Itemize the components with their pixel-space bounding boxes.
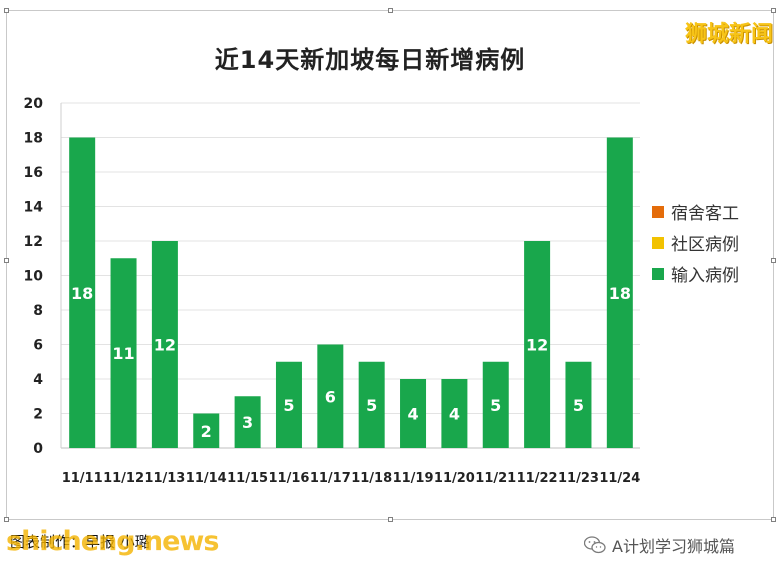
data-label: 3 xyxy=(242,413,253,432)
watermark-bottom: shicheng.news xyxy=(6,526,219,557)
data-label: 6 xyxy=(325,387,336,406)
y-tick-label: 4 xyxy=(33,372,43,388)
data-label: 18 xyxy=(609,284,631,303)
x-tick-label: 11/19 xyxy=(393,471,434,486)
bar-11-22 xyxy=(524,241,551,448)
y-tick-label: 16 xyxy=(24,165,43,181)
x-tick-label: 11/13 xyxy=(144,471,185,486)
resize-handle-left[interactable] xyxy=(4,258,9,263)
x-tick-label: 11/23 xyxy=(558,471,599,486)
y-tick-label: 0 xyxy=(33,441,43,457)
data-label: 5 xyxy=(573,396,584,415)
y-tick-label: 8 xyxy=(33,303,43,319)
y-tick-label: 18 xyxy=(24,131,43,147)
resize-handle-right[interactable] xyxy=(771,258,776,263)
bar-11-17 xyxy=(317,344,344,448)
bar-11-12 xyxy=(110,258,137,448)
x-tick-label: 11/18 xyxy=(351,471,392,486)
resize-handle-bottom-right[interactable] xyxy=(771,517,776,522)
bar-11-13 xyxy=(151,241,178,448)
y-tick-label: 20 xyxy=(24,96,44,112)
watermark-top: 狮城新闻 xyxy=(684,22,773,47)
data-label: 18 xyxy=(71,284,93,303)
wechat-icon xyxy=(584,536,606,554)
legend: 宿舍客工 社区病例 输入病例 xyxy=(652,196,739,289)
y-tick-label: 2 xyxy=(33,407,43,423)
resize-handle-bottom[interactable] xyxy=(388,517,393,522)
legend-label-community: 社区病例 xyxy=(671,235,739,255)
resize-handle-top-left[interactable] xyxy=(4,8,9,13)
bar-11-14 xyxy=(193,413,220,448)
wechat-label: A计划学习狮城篇 xyxy=(612,537,735,556)
legend-item-imported: 输入病例 xyxy=(652,258,739,289)
data-label: 5 xyxy=(490,396,501,415)
legend-item-community: 社区病例 xyxy=(652,227,739,258)
bar-11-15 xyxy=(234,396,261,448)
x-tick-label: 11/17 xyxy=(310,471,351,486)
wechat-account: A计划学习狮城篇 xyxy=(584,533,735,557)
data-label: 5 xyxy=(366,396,377,415)
bar-11-20 xyxy=(441,379,468,448)
bar-11-21 xyxy=(482,361,509,448)
bar-11-16 xyxy=(275,361,302,448)
x-tick-label: 11/22 xyxy=(517,471,558,486)
data-label: 5 xyxy=(283,396,294,415)
x-tick-label: 11/20 xyxy=(434,471,475,486)
data-label: 11 xyxy=(112,344,134,363)
x-tick-label: 11/11 xyxy=(62,471,103,486)
data-label: 12 xyxy=(526,336,548,355)
x-tick-label: 11/14 xyxy=(186,471,227,486)
chart-credit: 图表制作：早报 小璐 xyxy=(10,533,150,551)
legend-swatch-dormitory xyxy=(652,205,664,218)
legend-label-imported: 输入病例 xyxy=(671,266,739,286)
y-tick-label: 12 xyxy=(24,234,43,250)
y-tick-label: 10 xyxy=(24,269,44,285)
resize-handle-top[interactable] xyxy=(388,8,393,13)
x-tick-label: 11/21 xyxy=(475,471,516,486)
y-tick-label: 14 xyxy=(24,200,44,216)
legend-item-dormitory: 宿舍客工 xyxy=(652,196,739,227)
bar-11-18 xyxy=(358,361,385,448)
data-label: 4 xyxy=(407,405,418,424)
data-label: 12 xyxy=(154,336,176,355)
chart-title: 近14天新加坡每日新增病例 xyxy=(214,46,526,74)
bar-11-19 xyxy=(400,379,427,448)
resize-handle-bottom-left[interactable] xyxy=(4,517,9,522)
y-tick-label: 6 xyxy=(33,338,43,354)
legend-swatch-community xyxy=(652,236,664,249)
bar-11-11 xyxy=(69,137,96,448)
bar-11-24 xyxy=(606,137,633,448)
x-tick-label: 11/12 xyxy=(103,471,144,486)
legend-swatch-imported xyxy=(652,267,664,280)
data-label: 2 xyxy=(201,422,212,441)
x-tick-label: 11/16 xyxy=(268,471,309,486)
resize-handle-top-right[interactable] xyxy=(771,8,776,13)
data-label: 4 xyxy=(449,405,460,424)
bar-11-23 xyxy=(565,361,592,448)
x-tick-label: 11/15 xyxy=(227,471,268,486)
legend-label-dormitory: 宿舍客工 xyxy=(671,204,739,224)
x-tick-label: 11/24 xyxy=(599,471,640,486)
